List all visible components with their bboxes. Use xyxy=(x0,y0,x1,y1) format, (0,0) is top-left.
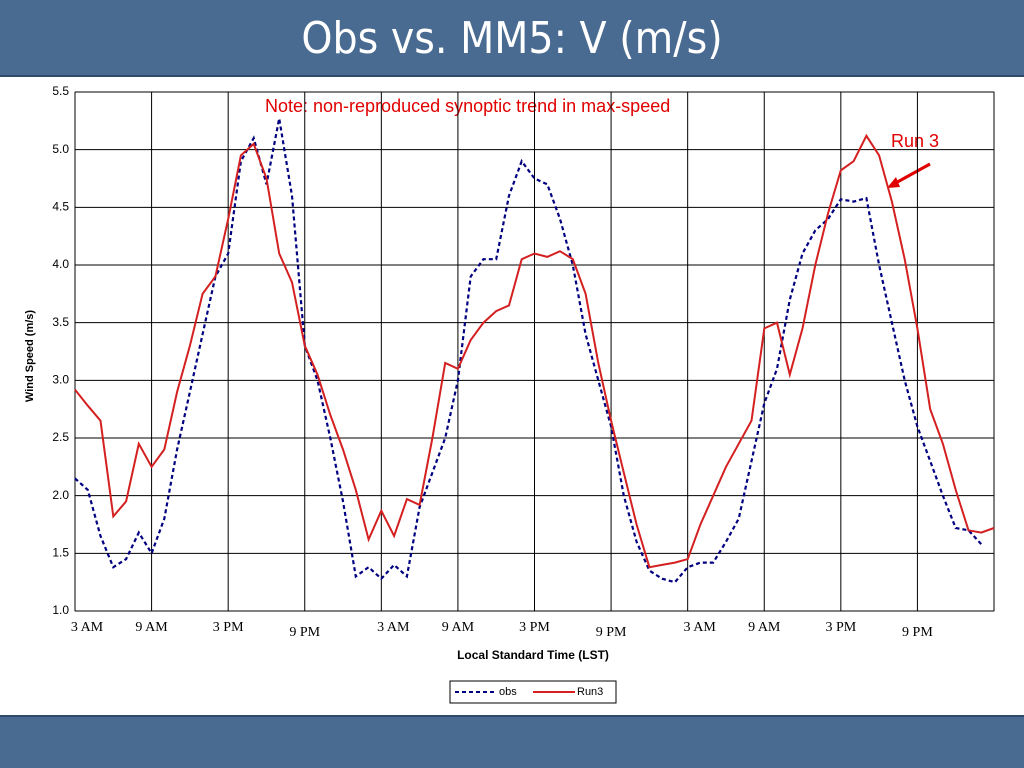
y-tick-label: 5.5 xyxy=(52,84,69,98)
x-tick-label: 3 PM xyxy=(519,620,550,635)
series-line xyxy=(74,118,983,584)
title-bar: Obs vs. MM5: V (m/s) xyxy=(0,0,1024,77)
y-tick-label: 3.0 xyxy=(52,373,69,387)
y-tick-label: 1.0 xyxy=(52,603,69,617)
x-tick-label: 3 AM xyxy=(684,620,717,635)
x-tick-label: 3 PM xyxy=(825,620,856,635)
y-tick-label: 2.5 xyxy=(52,430,69,444)
arrow xyxy=(891,162,931,187)
y-tick-label: 4.5 xyxy=(52,200,69,214)
series-line xyxy=(74,133,995,569)
chart-title: Obs vs. MM5: V (m/s) xyxy=(301,13,723,64)
legend-label: obs xyxy=(499,686,517,698)
y-tick-label: 2.0 xyxy=(52,488,69,502)
x-tick-label: 9 PM xyxy=(596,625,627,640)
footer-bar xyxy=(0,715,1024,768)
x-tick-label: 3 AM xyxy=(71,620,104,635)
x-tick-label: 9 AM xyxy=(135,620,168,635)
x-tick-label: 3 AM xyxy=(377,620,410,635)
y-tick-label: 3.5 xyxy=(52,315,69,329)
x-tick-label: 9 AM xyxy=(748,620,781,635)
annotation: Run 3 xyxy=(891,131,939,151)
legend-label: Run3 xyxy=(577,686,603,698)
annotation: Note: non-reproduced synoptic trend in m… xyxy=(265,96,670,116)
y-axis-label: Wind Speed (m/s) xyxy=(24,310,36,403)
chart: Note: non-reproduced synoptic trend in m… xyxy=(24,84,995,704)
y-tick-label: 1.5 xyxy=(52,546,69,560)
x-tick-label: 9 PM xyxy=(902,625,933,640)
x-tick-label: 9 PM xyxy=(289,625,320,640)
arrow-head xyxy=(887,177,900,188)
y-tick-label: 5.0 xyxy=(52,142,69,156)
x-tick-label: 3 PM xyxy=(213,620,244,635)
x-axis-label: Local Standard Time (LST) xyxy=(457,648,609,662)
y-tick-label: 4.0 xyxy=(52,257,69,271)
x-tick-label: 9 AM xyxy=(442,620,475,635)
